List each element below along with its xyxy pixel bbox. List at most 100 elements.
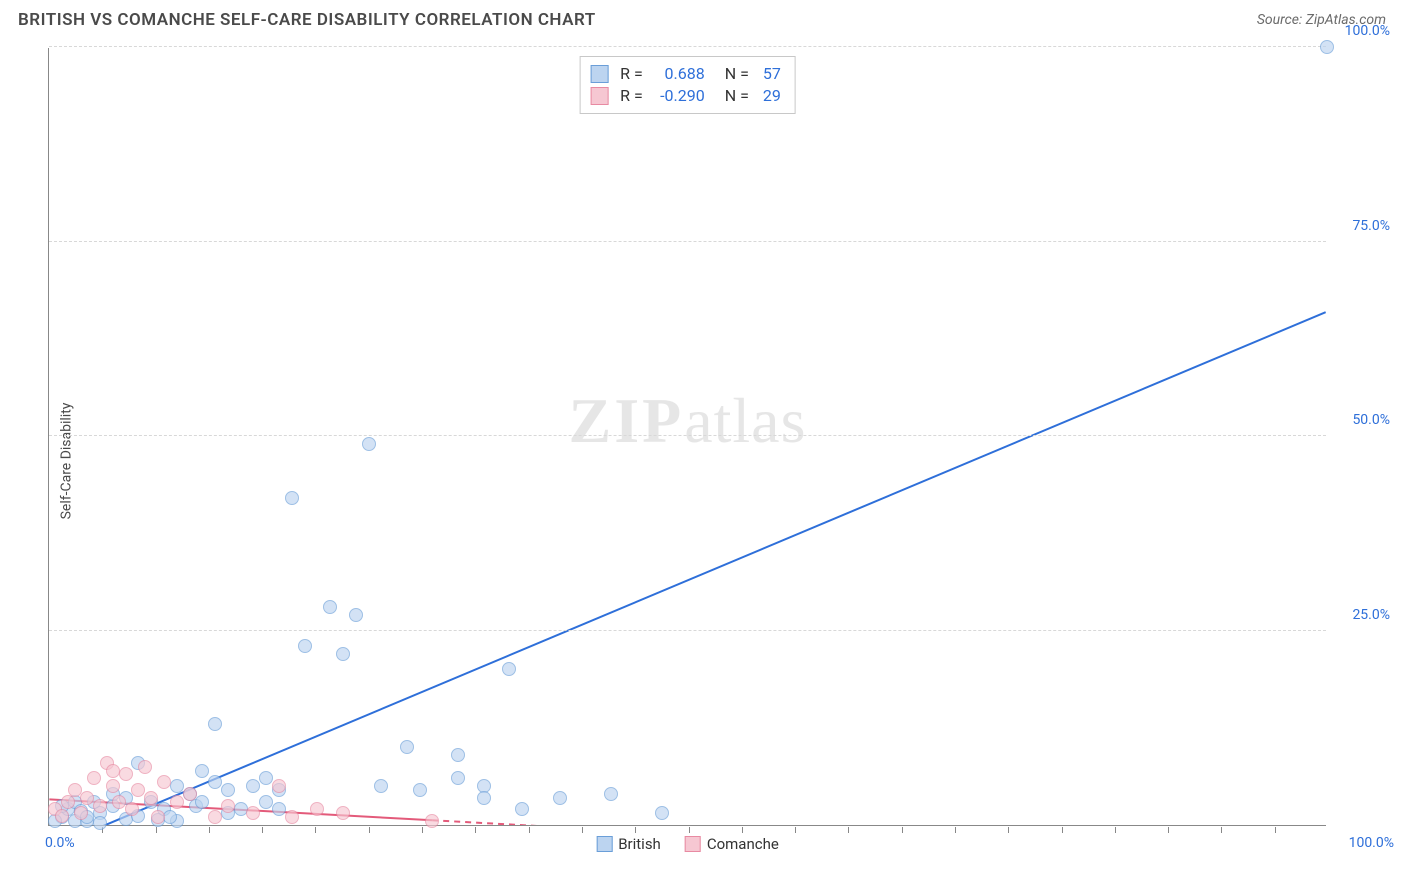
data-point <box>259 771 273 785</box>
x-tick <box>156 827 157 833</box>
series-legend: British Comanche <box>596 835 779 853</box>
data-point <box>157 775 171 789</box>
x-tick <box>955 827 956 833</box>
data-point <box>183 787 197 801</box>
y-tick-label: 75.0% <box>1330 218 1390 234</box>
watermark: ZIPatlas <box>569 384 807 458</box>
data-point <box>87 771 101 785</box>
x-tick <box>422 827 423 833</box>
header: BRITISH VS COMANCHE SELF-CARE DISABILITY… <box>0 0 1406 36</box>
data-point <box>119 767 133 781</box>
y-tick-label: 100.0% <box>1330 23 1390 39</box>
x-tick <box>475 827 476 833</box>
data-point <box>131 783 145 797</box>
data-point <box>170 795 184 809</box>
x-tick <box>209 827 210 833</box>
legend-label: British <box>618 835 661 853</box>
x-tick <box>902 827 903 833</box>
data-point <box>55 809 69 823</box>
data-point <box>272 779 286 793</box>
x-tick <box>795 827 796 833</box>
gridline <box>49 46 1326 47</box>
data-point <box>195 795 209 809</box>
stats-row: R = -0.290 N = 29 <box>590 85 781 107</box>
data-point <box>208 810 222 824</box>
data-point <box>80 791 94 805</box>
n-value: 29 <box>763 85 781 107</box>
data-point <box>425 814 439 828</box>
data-point <box>170 779 184 793</box>
x-tick <box>369 827 370 833</box>
data-point <box>195 764 209 778</box>
data-point <box>125 802 139 816</box>
data-point <box>163 810 177 824</box>
data-point <box>93 816 107 830</box>
x-tick <box>1221 827 1222 833</box>
data-point <box>413 783 427 797</box>
legend-item: British <box>596 835 661 853</box>
data-point <box>400 740 414 754</box>
x-axis-max-label: 100.0% <box>1334 835 1394 851</box>
x-tick <box>262 827 263 833</box>
trend-lines <box>49 48 1326 825</box>
gridline <box>49 435 1326 436</box>
data-point <box>68 783 82 797</box>
chart-title: BRITISH VS COMANCHE SELF-CARE DISABILITY… <box>18 10 596 30</box>
data-point <box>323 600 337 614</box>
data-point <box>208 775 222 789</box>
data-point <box>336 647 350 661</box>
data-point <box>298 639 312 653</box>
r-value: -0.290 <box>651 85 705 107</box>
x-tick <box>1115 827 1116 833</box>
n-value: 57 <box>763 63 781 85</box>
data-point <box>349 608 363 622</box>
legend-swatch <box>590 65 608 83</box>
data-point <box>246 779 260 793</box>
data-point <box>259 795 273 809</box>
r-value: 0.688 <box>651 63 705 85</box>
data-point <box>477 791 491 805</box>
data-point <box>74 806 88 820</box>
y-tick-label: 50.0% <box>1330 412 1390 428</box>
x-tick <box>635 827 636 833</box>
data-point <box>336 806 350 820</box>
stats-legend: R = 0.688 N = 57R = -0.290 N = 29 <box>579 56 796 114</box>
legend-swatch <box>685 836 701 852</box>
data-point <box>138 760 152 774</box>
data-point <box>106 779 120 793</box>
x-tick <box>1168 827 1169 833</box>
y-tick-label: 25.0% <box>1330 607 1390 623</box>
data-point <box>246 806 260 820</box>
data-point <box>1320 40 1334 54</box>
x-tick <box>1008 827 1009 833</box>
data-point <box>144 791 158 805</box>
plot-area: ZIPatlas R =0.688N =57R =-0.290N =29 Bri… <box>48 48 1326 826</box>
legend-label: Comanche <box>707 835 779 853</box>
data-point <box>515 802 529 816</box>
x-tick <box>582 827 583 833</box>
data-point <box>374 779 388 793</box>
data-point <box>310 802 324 816</box>
data-point <box>502 662 516 676</box>
data-point <box>151 810 165 824</box>
data-point <box>451 748 465 762</box>
n-label: N = <box>725 85 749 107</box>
data-point <box>208 717 222 731</box>
data-point <box>93 799 107 813</box>
r-label: R = <box>620 85 643 107</box>
x-tick <box>848 827 849 833</box>
n-label: N = <box>725 63 749 85</box>
stats-row: R =0.688N =57 <box>590 63 781 85</box>
data-point <box>451 771 465 785</box>
legend-swatch <box>596 836 612 852</box>
data-point <box>285 810 299 824</box>
x-tick <box>1062 827 1063 833</box>
data-point <box>362 437 376 451</box>
data-point <box>221 783 235 797</box>
data-point <box>655 806 669 820</box>
data-point <box>221 799 235 813</box>
gridline <box>49 630 1326 631</box>
data-point <box>285 491 299 505</box>
legend-swatch <box>590 87 608 105</box>
x-axis-min-label: 0.0% <box>45 835 75 851</box>
